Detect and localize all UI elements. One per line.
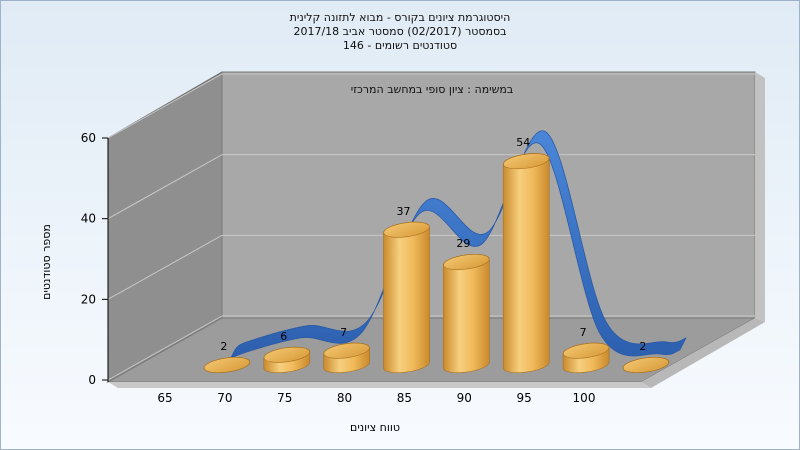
y-tick-label: 20	[81, 292, 96, 306]
back-wall-edge	[755, 72, 765, 322]
bar-body	[502, 153, 550, 374]
bar	[622, 356, 670, 374]
gridline-side	[107, 154, 223, 220]
gridline-side	[107, 315, 223, 381]
x-axis-label: טווח ציונים	[350, 421, 400, 434]
bar-value-label: 2	[220, 340, 227, 353]
x-tick-label: 80	[337, 391, 352, 405]
bar	[383, 221, 430, 374]
y-tick-label: 0	[88, 373, 96, 387]
bar-value-label: 7	[340, 326, 347, 339]
bar	[443, 254, 490, 374]
data-labels: 2 6 7 37 29 54 7 2	[220, 136, 646, 353]
chart-annotation: במשימה : ציון סופי במחשב המרכזי	[351, 83, 514, 96]
bar-cap	[443, 254, 490, 270]
bar-cap	[383, 221, 430, 238]
bar	[502, 153, 550, 374]
bar-cap	[622, 357, 670, 373]
bar-cap	[562, 342, 610, 359]
bar-value-label: 54	[516, 136, 530, 149]
y-axis-label: מספר סטודנטים	[40, 224, 53, 300]
bar	[263, 346, 311, 374]
bar-body	[383, 221, 430, 374]
floor-front-edge	[108, 382, 651, 388]
y-tick-label: 60	[81, 131, 96, 145]
gridline-side	[107, 234, 223, 300]
y-axis-ticks: 0 20 40 60	[81, 131, 109, 387]
bar	[562, 342, 610, 374]
bar-value-label: 2	[639, 340, 646, 353]
bar	[323, 342, 370, 374]
x-tick-label: 100	[573, 391, 596, 405]
gridline-side	[107, 73, 223, 139]
x-tick-label: 70	[217, 391, 232, 405]
x-tick-label: 95	[517, 391, 532, 405]
bar-cap	[263, 346, 310, 363]
bar	[203, 356, 251, 374]
title-line-3: סטודנטים רשומים - 146	[343, 39, 457, 52]
title-line-2: בסמסטר (02/2017) סמסטר אביב 2017/18	[293, 25, 506, 38]
bar-value-label: 29	[456, 237, 470, 250]
y-tick-label: 40	[81, 212, 96, 226]
x-axis-ticks: 65 70 75 80 85 90 95 100	[157, 391, 595, 405]
bar-value-label: 37	[397, 205, 411, 218]
x-tick-label: 75	[277, 391, 292, 405]
bar-cap	[503, 153, 550, 170]
bar-value-label: 7	[580, 326, 587, 339]
bar-value-label: 6	[280, 330, 287, 343]
bar-body	[443, 254, 490, 374]
x-tick-label: 85	[397, 391, 412, 405]
bar-cap	[203, 357, 251, 373]
x-tick-label: 65	[157, 391, 172, 405]
x-tick-label: 90	[457, 391, 472, 405]
title-line-1: היסטוגרמת ציונים בקורס - מבוא לתזונה קלי…	[290, 11, 511, 24]
bars	[203, 153, 670, 374]
bar-cap	[323, 342, 370, 359]
floor-edge	[641, 318, 765, 388]
